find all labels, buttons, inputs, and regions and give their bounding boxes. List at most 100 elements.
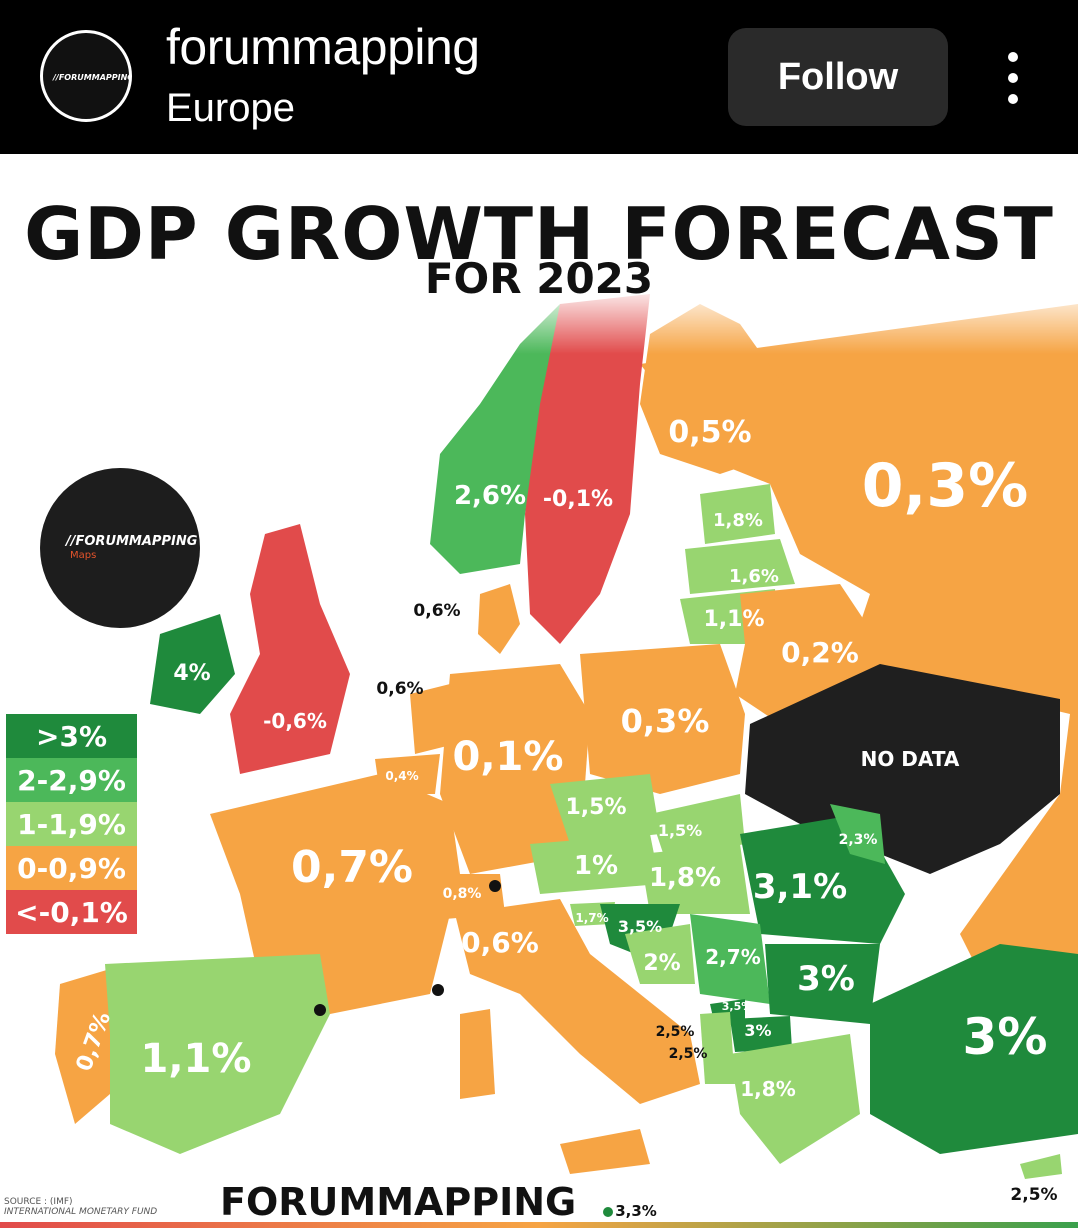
value-label-cyprus: 2,5% <box>1010 1185 1057 1205</box>
country-poland <box>580 644 745 794</box>
value-label-ireland: 4% <box>173 661 210 686</box>
value-label-malta: 3,3% <box>615 1202 657 1220</box>
value-label-bulgaria: 3% <box>797 959 855 999</box>
country-estonia <box>700 484 775 544</box>
country-albania <box>700 1012 735 1084</box>
country-spain <box>105 954 330 1154</box>
no-data-label: NO DATA <box>861 747 960 771</box>
country-greece <box>730 1034 860 1164</box>
value-label-czechia: 1,5% <box>565 795 626 820</box>
value-label-romania: 3,1% <box>753 867 847 907</box>
value-label-italy: 0,6% <box>461 926 539 959</box>
value-label-north-macedonia: 3% <box>744 1021 771 1040</box>
legend-item: >3% <box>6 714 137 758</box>
value-label-poland: 0,3% <box>621 702 710 740</box>
logo-sub: Maps <box>70 550 97 561</box>
country-serbia <box>690 914 770 1004</box>
value-label-greece: 1,8% <box>740 1077 795 1101</box>
value-label-switzerland: 0,8% <box>443 886 482 902</box>
city-dot <box>314 1004 326 1016</box>
value-label-bosnia: 2% <box>643 951 680 976</box>
value-label-slovenia: 1,7% <box>575 911 608 925</box>
value-label-norway: 2,6% <box>454 481 526 511</box>
value-label-lithuania: 1,1% <box>703 607 764 632</box>
country-sardinia <box>460 1009 495 1099</box>
country-ireland <box>150 614 235 714</box>
value-label-belgium: 0,4% <box>385 769 418 783</box>
follow-button[interactable]: Follow <box>728 28 948 126</box>
value-label-germany: 0,1% <box>453 734 564 780</box>
country-switzerland <box>440 874 505 919</box>
country-slovakia <box>650 794 745 859</box>
forummapping-logo: //FORUMMAPPING Maps <box>40 468 200 628</box>
map-poster: 2,6% -0,1% 0,5% 0,3% 1,8% 1,6% 1,1% 0,2% 0,6% 4% -… <box>0 154 1078 1228</box>
legend-item: 1-1,9% <box>6 802 137 846</box>
value-label-montenegro: 2,5% <box>656 1024 695 1040</box>
value-label-sweden: -0,1% <box>543 487 613 512</box>
value-label-spain: 1,1% <box>141 1036 252 1082</box>
value-label-slovakia: 1,5% <box>658 821 702 840</box>
value-label-france: 0,7% <box>291 842 413 893</box>
value-label-estonia: 1,8% <box>713 510 763 531</box>
malta-dot <box>603 1207 613 1217</box>
country-uk <box>230 524 350 774</box>
profile-avatar[interactable]: //FORUMMAPPING <box>40 30 132 122</box>
value-label-hungary: 1,8% <box>649 863 721 893</box>
logo-text: //FORUMMAPPING <box>66 534 198 549</box>
legend: >3% 2-2,9% 1-1,9% 0-0,9% <-0,1% <box>6 714 137 934</box>
value-label-belarus: 0,2% <box>781 636 859 669</box>
country-sweden <box>525 294 650 644</box>
value-label-austria: 1% <box>574 851 618 881</box>
country-russia <box>640 304 1078 1014</box>
brand-wordmark: FORUMMAPPING <box>220 1180 577 1224</box>
country-portugal <box>55 969 110 1124</box>
europe-map: 2,6% -0,1% 0,5% 0,3% 1,8% 1,6% 1,1% 0,2% 0,6% 4% -… <box>0 284 1078 1220</box>
country-sicily <box>560 1129 650 1174</box>
country-latvia <box>685 539 795 594</box>
country-cyprus <box>1020 1154 1062 1179</box>
account-location[interactable]: Europe <box>166 86 295 130</box>
value-label-netherlands: 0,6% <box>376 679 423 699</box>
source-line: INTERNATIONAL MONETARY FUND <box>4 1207 158 1217</box>
legend-item: <-0,1% <box>6 890 137 934</box>
avatar-logo-text: //FORUMMAPPING <box>53 73 132 82</box>
value-label-moldova: 2,3% <box>839 832 878 848</box>
country-turkey <box>870 944 1078 1154</box>
country-france <box>210 774 460 1014</box>
value-label-finland: 0,5% <box>668 415 751 450</box>
country-bosnia <box>625 924 695 984</box>
legend-item: 2-2,9% <box>6 758 137 802</box>
account-name[interactable]: forummapping <box>166 19 480 75</box>
country-north-macedonia <box>730 1016 792 1052</box>
top-fade <box>0 284 1078 354</box>
value-label-latvia: 1,6% <box>729 566 779 587</box>
value-label-croatia: 3,5% <box>618 917 662 936</box>
value-labels: 2,6% -0,1% 0,5% 0,3% 1,8% 1,6% 1,1% 0,2% 0,6% 4% -… <box>72 415 1058 1220</box>
country-czechia <box>550 774 660 844</box>
value-label-kosovo: 3,5% <box>722 1000 753 1013</box>
poster-subtitle: FOR 2023 <box>424 254 654 303</box>
value-label-uk: -0,6% <box>263 709 327 733</box>
more-options-icon[interactable] <box>998 52 1028 104</box>
city-dot <box>489 880 501 892</box>
country-norway <box>430 304 560 574</box>
value-label-turkey: 3% <box>963 1008 1048 1066</box>
country-moldova <box>830 804 885 864</box>
country-italy <box>455 899 700 1104</box>
city-dot <box>432 984 444 996</box>
country-hungary <box>640 844 750 914</box>
post-header: //FORUMMAPPING forummapping Europe Follo… <box>0 0 1078 154</box>
legend-item: 0-0,9% <box>6 846 137 890</box>
country-austria <box>530 834 660 894</box>
value-label-russia: 0,3% <box>862 451 1028 521</box>
source-line: SOURCE : (IMF) <box>4 1197 73 1207</box>
country-netherlands <box>410 684 455 754</box>
country-germany <box>440 664 590 874</box>
country-bulgaria <box>765 944 880 1024</box>
poster-title: GDP GROWTH FORECAST <box>24 192 1054 276</box>
value-label-serbia: 2,7% <box>705 945 760 969</box>
value-label-denmark: 0,6% <box>413 601 460 621</box>
color-strip <box>0 1222 1078 1228</box>
country-denmark <box>478 584 520 654</box>
value-label-albania: 2,5% <box>669 1046 708 1062</box>
